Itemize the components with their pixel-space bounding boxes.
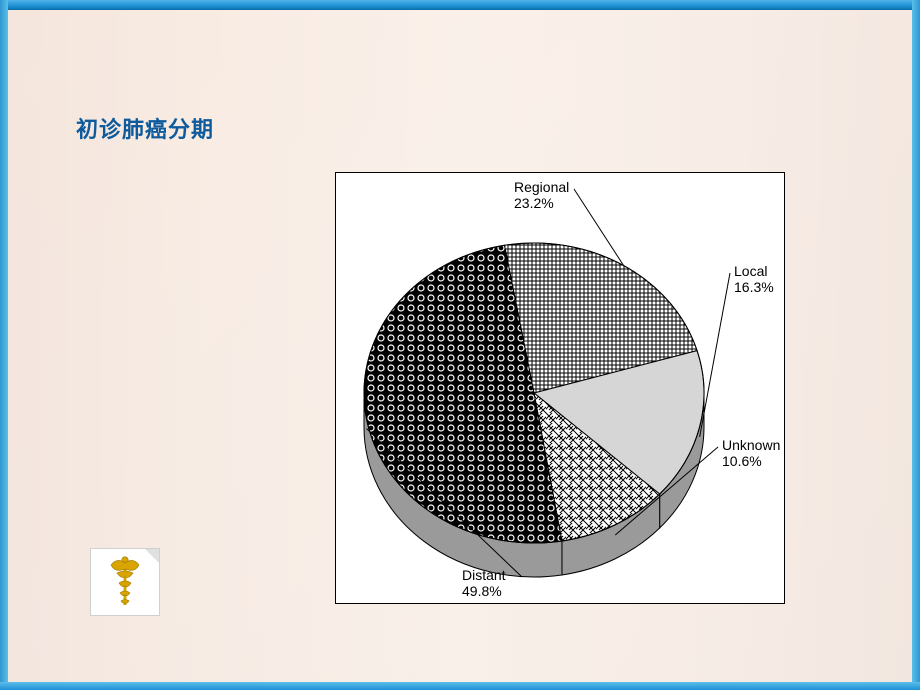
- slice-label-distant: Distant49.8%: [462, 567, 506, 599]
- frame-right: [912, 0, 920, 690]
- slide: 初诊肺癌分期: [0, 0, 920, 690]
- slide-title: 初诊肺癌分期: [76, 112, 214, 144]
- slice-label-local: Local16.3%: [734, 263, 774, 295]
- pie-chart-svg: [336, 173, 786, 605]
- slice-label-unknown: Unknown10.6%: [722, 437, 780, 469]
- frame-bottom: [0, 682, 920, 690]
- frame-top: [0, 0, 920, 10]
- slice-label-regional: Regional23.2%: [514, 179, 569, 211]
- pie-chart-box: Regional23.2% Local16.3% Unknown10.6% Dista…: [335, 172, 785, 604]
- frame-left: [0, 0, 8, 690]
- caduceus-icon: [90, 548, 160, 616]
